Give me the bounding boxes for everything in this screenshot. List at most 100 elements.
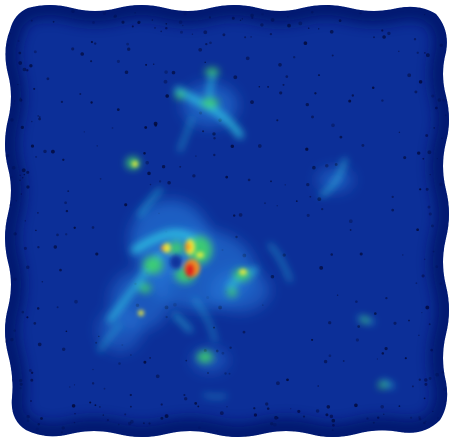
speckle	[144, 126, 148, 129]
speckle	[290, 408, 292, 410]
speckle	[33, 322, 37, 325]
green-region	[168, 241, 184, 255]
speckle	[312, 165, 316, 170]
speckle	[269, 32, 273, 36]
speckle	[160, 30, 163, 33]
filament	[98, 323, 122, 352]
speckle	[40, 417, 43, 420]
speckle	[207, 372, 209, 374]
speckle	[451, 14, 454, 17]
speckle	[37, 246, 40, 249]
speckle	[67, 190, 70, 193]
speckle	[22, 438, 24, 440]
speckle	[226, 406, 228, 408]
speckle	[5, 259, 8, 262]
speckle	[116, 59, 120, 63]
speckle	[204, 61, 206, 64]
speckle	[99, 178, 102, 180]
speckle	[421, 274, 425, 278]
speckle	[334, 163, 338, 166]
speckle	[437, 5, 442, 10]
speckle	[160, 416, 164, 420]
speckle	[31, 0, 33, 1]
speckle	[62, 347, 66, 351]
speckle	[270, 180, 272, 183]
green-region	[201, 98, 219, 108]
speckle	[418, 334, 420, 336]
speckle	[21, 310, 25, 314]
speckle	[91, 226, 95, 229]
dark-cavity	[170, 255, 182, 269]
speckle	[122, 5, 124, 6]
speckle	[182, 24, 184, 27]
speckle	[225, 175, 229, 179]
speckle	[184, 397, 188, 401]
speckle	[1, 433, 4, 436]
speckle	[56, 306, 59, 309]
speckle	[59, 268, 62, 272]
speckle	[398, 131, 401, 134]
speckle	[424, 5, 429, 6]
speckle	[233, 214, 236, 217]
speckle	[165, 315, 168, 319]
speckle	[307, 27, 310, 29]
speckle	[164, 70, 168, 74]
speckle	[26, 69, 29, 72]
speckle	[375, 1, 377, 3]
speckle	[74, 413, 76, 415]
speckle	[36, 307, 40, 310]
speckle	[371, 86, 375, 90]
bright-knot	[239, 269, 247, 275]
speckle	[126, 42, 129, 46]
speckle	[75, 438, 78, 441]
speckle	[452, 118, 455, 121]
speckle	[351, 438, 353, 440]
speckle	[36, 211, 39, 214]
speckle	[391, 195, 394, 199]
speckle	[309, 195, 312, 198]
speckle	[431, 224, 434, 228]
speckle	[247, 178, 251, 182]
speckle	[185, 359, 188, 362]
speckle	[287, 23, 291, 28]
speckle	[161, 165, 166, 169]
speckle	[265, 402, 269, 406]
speckle	[331, 54, 334, 57]
speckle	[318, 28, 320, 30]
speckle	[28, 368, 32, 372]
speckle	[416, 228, 419, 232]
green-region	[197, 351, 213, 363]
speckle	[421, 311, 423, 314]
speckle	[424, 382, 428, 386]
speckle	[213, 326, 215, 329]
speckle	[317, 197, 322, 201]
speckle	[264, 2, 266, 4]
bright-knots	[132, 161, 247, 316]
speckle	[398, 50, 400, 53]
speckle	[5, 96, 8, 101]
speckle	[33, 87, 36, 90]
speckle	[65, 330, 68, 333]
speckle	[35, 155, 38, 158]
speckle	[245, 56, 250, 61]
speckle	[331, 123, 335, 128]
speckle	[5, 59, 6, 63]
speckle	[305, 147, 309, 151]
speckle	[305, 102, 309, 107]
speckle	[328, 354, 332, 358]
speckle	[381, 99, 384, 102]
speckle	[276, 381, 280, 386]
speckle	[264, 202, 266, 205]
speckle	[197, 405, 200, 408]
speckle	[285, 75, 289, 78]
bright-knot	[185, 242, 191, 252]
speckle	[423, 397, 426, 400]
speckle	[152, 63, 155, 65]
speckle	[31, 120, 33, 123]
speckle	[116, 108, 120, 111]
speckle	[165, 26, 168, 30]
speckle	[382, 35, 386, 39]
speckle	[238, 213, 243, 217]
speckle	[325, 413, 329, 417]
